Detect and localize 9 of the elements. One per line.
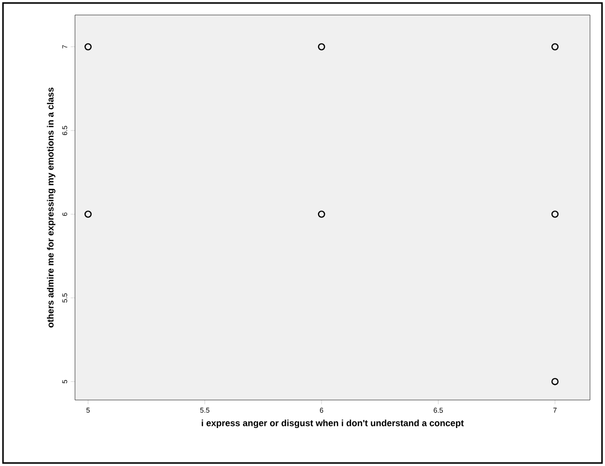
point bbox=[84, 43, 92, 50]
y-axis-title: others admire me for expressing my emotions in a class bbox=[46, 88, 56, 328]
point bbox=[551, 378, 559, 386]
point bbox=[551, 210, 559, 218]
point bbox=[318, 210, 326, 218]
point bbox=[84, 210, 92, 218]
x-axis-title: i express anger or disgust when i don't understand a concept bbox=[202, 420, 464, 428]
point bbox=[551, 43, 559, 50]
point bbox=[318, 43, 326, 50]
